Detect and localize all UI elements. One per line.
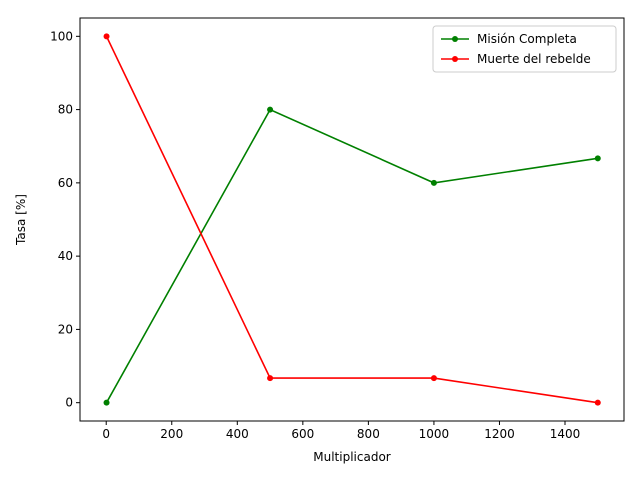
x-axis-label: Multiplicador bbox=[313, 450, 391, 464]
series-2-point bbox=[594, 399, 601, 406]
series-1-point bbox=[594, 155, 601, 162]
x-tick-label: 200 bbox=[160, 427, 183, 441]
y-tick-label: 80 bbox=[58, 103, 73, 117]
series-1-point bbox=[103, 399, 110, 406]
y-tick-label: 100 bbox=[50, 29, 73, 43]
series-1-point bbox=[267, 106, 274, 113]
x-tick-label: 1200 bbox=[484, 427, 515, 441]
y-tick-label: 0 bbox=[65, 396, 73, 410]
x-tick-label: 0 bbox=[102, 427, 110, 441]
legend-marker-1 bbox=[452, 36, 458, 42]
x-tick-label: 600 bbox=[291, 427, 314, 441]
series-2-point bbox=[103, 33, 110, 40]
series-2-point bbox=[267, 375, 274, 382]
legend-marker-2 bbox=[452, 56, 458, 62]
axes-ticks: 0 200 400 600 800 1000 1200 1400 0 20 40 60 80 100 bbox=[50, 29, 580, 441]
x-tick-label: 1400 bbox=[550, 427, 581, 441]
x-tick-label: 800 bbox=[357, 427, 380, 441]
plot-content bbox=[103, 33, 601, 406]
y-tick-label: 20 bbox=[58, 322, 73, 336]
plot-frame bbox=[79, 17, 625, 422]
y-tick-label: 60 bbox=[58, 176, 73, 190]
series-1-point bbox=[430, 179, 437, 186]
y-axis-label: Tasa [%] bbox=[14, 194, 28, 246]
legend-label-2: Muerte del rebelde bbox=[477, 52, 591, 66]
legend-label-1: Misión Completa bbox=[477, 32, 577, 46]
series-line-2 bbox=[105, 35, 598, 404]
x-tick-label: 1000 bbox=[419, 427, 450, 441]
series-line-1 bbox=[105, 108, 598, 404]
legend-box bbox=[432, 25, 617, 73]
legend: Misión Completa Muerte del rebelde bbox=[432, 25, 617, 73]
series-2-point bbox=[430, 375, 437, 382]
x-tick-label: 400 bbox=[226, 427, 249, 441]
y-tick-label: 40 bbox=[58, 249, 73, 263]
